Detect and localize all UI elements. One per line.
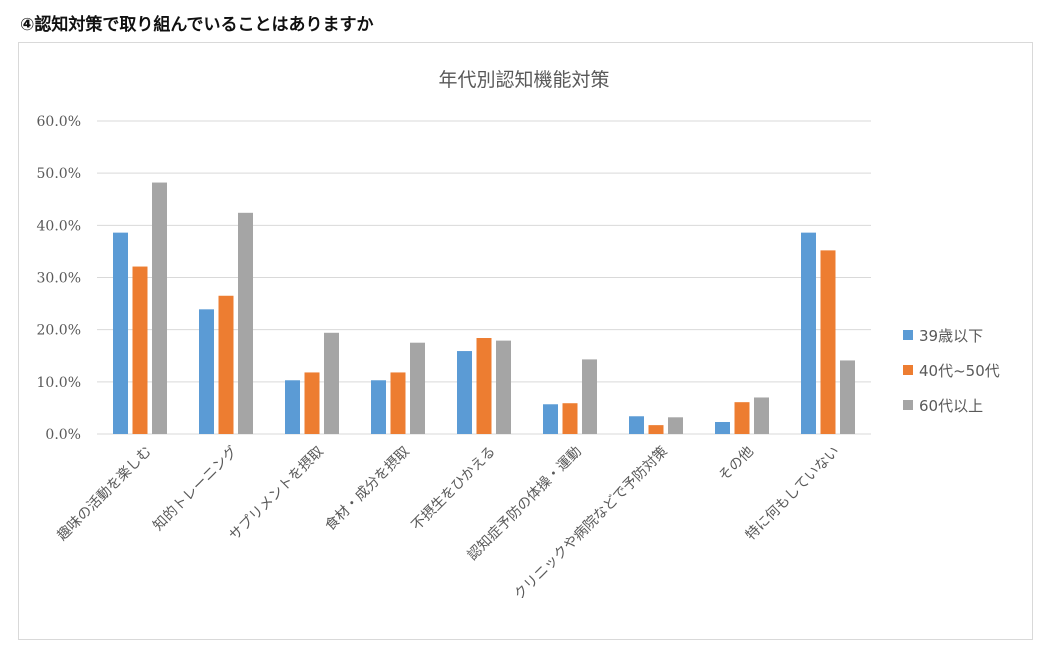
bar [820, 250, 836, 434]
bar [543, 404, 558, 434]
bar [390, 372, 406, 434]
bar [668, 417, 683, 434]
y-tick-label: 10.0% [37, 375, 81, 391]
bar-chart: 年代別認知機能対策 0.0% 10.0% 20.0% 30.0% 40.0% 50.0% 60… [37, 69, 1000, 603]
bar [132, 266, 148, 434]
legend-swatch [903, 365, 913, 375]
bar [715, 422, 730, 434]
bar [113, 232, 128, 434]
x-tick-label: 食材・成分を摂取 [322, 443, 413, 534]
y-tick-label: 0.0% [45, 427, 81, 443]
bar [562, 403, 578, 434]
bar [582, 359, 597, 434]
x-tick-label: 特に何もしていない [743, 444, 843, 544]
page-heading: ④認知対策で取り組んでいることはありますか [20, 15, 374, 35]
bar [648, 425, 664, 434]
y-tick-label: 50.0% [37, 166, 81, 182]
y-tick-label: 30.0% [37, 271, 81, 287]
bar [801, 232, 816, 434]
bar [476, 338, 492, 434]
bar [734, 402, 750, 434]
bar [754, 397, 769, 434]
y-tick-label: 60.0% [37, 114, 81, 130]
bar [304, 372, 320, 434]
bar [324, 332, 339, 434]
y-tick-label: 20.0% [37, 323, 81, 339]
bar [199, 309, 214, 434]
x-tick-label: その他 [716, 444, 757, 485]
bar [629, 416, 644, 434]
x-tick-label: クリニックや病院などで予防対策 [511, 443, 671, 603]
x-tick-label: 趣味の活動を楽しむ [54, 444, 154, 544]
x-tick-label: 不摂生をひかえる [409, 444, 499, 534]
legend-label: 60代以上 [919, 397, 983, 415]
bar [496, 340, 511, 434]
bar [152, 182, 167, 434]
chart-title: 年代別認知機能対策 [438, 69, 609, 91]
bar [410, 342, 425, 434]
legend-swatch [903, 330, 913, 340]
y-tick-label: 40.0% [37, 218, 81, 234]
bar [457, 351, 472, 434]
bar [218, 295, 234, 434]
legend-label: 39歳以下 [919, 327, 983, 345]
bar [285, 380, 300, 434]
chart-frame: 年代別認知機能対策 0.0% 10.0% 20.0% 30.0% 40.0% 50.0% 60… [18, 42, 1033, 640]
legend-label: 40代~50代 [919, 362, 1000, 380]
bar [238, 212, 253, 434]
bar [840, 360, 855, 434]
bar [371, 380, 386, 434]
x-tick-label: 知的トレーニング [150, 443, 241, 534]
legend-swatch [903, 400, 913, 410]
x-tick-label: サプリメントを摂取 [226, 444, 326, 544]
